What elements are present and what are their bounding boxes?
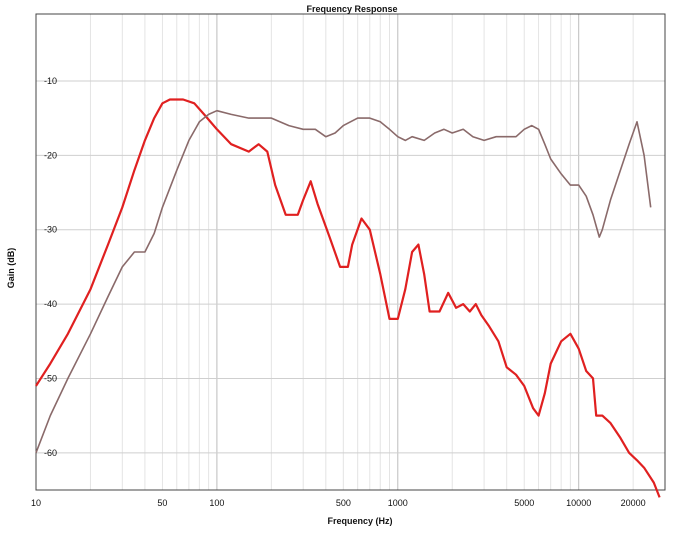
y-tick-label: -40 bbox=[44, 299, 57, 309]
y-tick-label: -10 bbox=[44, 76, 57, 86]
y-tick-labels: -10 -20 -30 -40 -50 -60 bbox=[44, 76, 57, 458]
y-tick-label: -30 bbox=[44, 225, 57, 235]
x-tick-label: 50 bbox=[157, 498, 167, 508]
x-tick-label: 10000 bbox=[566, 498, 591, 508]
x-tick-label: 20000 bbox=[621, 498, 646, 508]
series-line-2 bbox=[35, 109, 652, 454]
x-tick-label: 1000 bbox=[388, 498, 408, 508]
x-axis-label: Frequency (Hz) bbox=[327, 516, 392, 526]
x-tick-label: 5000 bbox=[514, 498, 534, 508]
x-tick-label: 10 bbox=[31, 498, 41, 508]
series-layer bbox=[35, 98, 661, 498]
x-tick-label: 500 bbox=[336, 498, 351, 508]
y-tick-label: -20 bbox=[44, 150, 57, 160]
y-tick-label: -60 bbox=[44, 448, 57, 458]
chart-title: Frequency Response bbox=[306, 4, 397, 14]
series-line-1 bbox=[35, 98, 661, 498]
grid-lines bbox=[35, 14, 666, 490]
y-tick-label: -50 bbox=[44, 373, 57, 383]
y-axis-label: Gain (dB) bbox=[6, 248, 16, 289]
x-tick-labels: 10 50 100 500 1000 5000 10000 20000 bbox=[31, 498, 646, 508]
x-tick-label: 100 bbox=[209, 498, 224, 508]
plot-frame bbox=[35, 13, 666, 491]
